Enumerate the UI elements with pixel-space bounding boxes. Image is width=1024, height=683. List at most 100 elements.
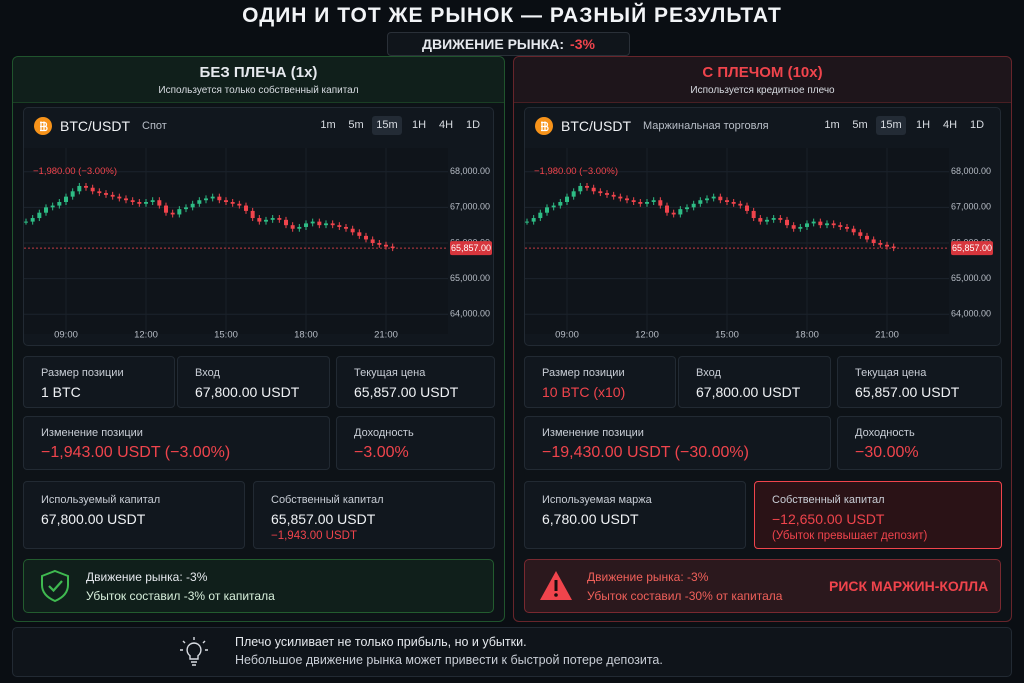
candle-body: [84, 185, 88, 188]
coin-glyph: [541, 121, 549, 132]
last-price-label: 65,857.00: [952, 243, 992, 253]
status-line: Движение рынка: -3%: [587, 570, 709, 584]
market-move-value: -3%: [570, 36, 595, 52]
panel: БЕЗ ПЛЕЧА (1x) Используется только собств…: [12, 56, 505, 622]
candle-body: [164, 205, 168, 213]
candle-body: [765, 219, 769, 222]
candle-body: [157, 200, 162, 206]
info-card: Собственный капитал −12,650.00 USDT (Убыто…: [754, 481, 1002, 549]
candle-body: [678, 209, 683, 215]
timeframe-button[interactable]: 5m: [348, 119, 364, 131]
info-label: Используемая маржа: [542, 494, 652, 506]
shield-check: [48, 580, 63, 593]
candle-body: [665, 205, 669, 213]
candle-body: [551, 205, 556, 208]
candle-body: [871, 239, 876, 243]
candle-body: [718, 196, 723, 201]
candle-body: [565, 196, 569, 202]
candle-body: [685, 207, 689, 210]
info-value: −1,943.00 USDT (−3.00%): [41, 444, 231, 461]
coin-glyph: [40, 121, 48, 132]
timeframe-button[interactable]: 1m: [824, 119, 840, 131]
candle-body: [144, 202, 148, 204]
footer-line: Небольшое движение рынка может привести …: [235, 653, 663, 667]
candle-body: [97, 191, 102, 194]
x-tick-label: 09:00: [54, 330, 78, 341]
candle-body: [290, 225, 295, 229]
timeframe-button[interactable]: 1D: [465, 119, 481, 131]
timeframe-button[interactable]: 4H: [438, 119, 454, 131]
timeframe-button[interactable]: 5m: [852, 119, 868, 131]
plot-area: [525, 148, 949, 334]
info-card: Используемый капитал 67,800.00 USDT: [23, 481, 245, 549]
timeframe-button[interactable]: 1D: [969, 119, 985, 131]
candle-body: [725, 200, 729, 202]
info-value: 65,857.00 USDT: [354, 384, 459, 400]
coin-icon: [535, 117, 553, 135]
last-price-tag: [450, 241, 492, 256]
info-note: −1,943.00 USDT: [271, 530, 357, 542]
y-tick-label: 64,000.00: [450, 309, 490, 319]
info-value: 10 BTC (x10): [542, 384, 626, 400]
timeframe-button[interactable]: 1H: [915, 119, 931, 131]
candle-body: [878, 243, 883, 245]
candle-body: [344, 226, 348, 229]
market-move-line: ДВИЖЕНИЕ РЫНКА: -3%: [388, 36, 629, 54]
info-label: Собственный капитал: [271, 494, 384, 506]
info-value: 67,800.00 USDT: [195, 384, 300, 400]
plot-area: [24, 148, 448, 334]
info-card: Изменение позиции −1,943.00 USDT (−3.00%): [23, 416, 330, 470]
info-card: Размер позиции 10 BTC (x10): [524, 356, 676, 408]
candle-body: [237, 203, 242, 206]
candle-body: [210, 196, 215, 199]
timeframe-button[interactable]: 1m: [320, 119, 336, 131]
candle-body: [137, 202, 142, 204]
panel-header: [514, 57, 1011, 103]
info-value: 6,780.00 USDT: [542, 511, 639, 527]
timeframe-button[interactable]: 4H: [942, 119, 958, 131]
x-tick-label: 21:00: [374, 330, 398, 341]
candle-body: [350, 228, 355, 233]
candle-body: [805, 223, 809, 227]
panel: С ПЛЕЧОМ (10x) Используется кредитное пле…: [513, 56, 1012, 622]
candle-body: [117, 196, 122, 199]
bulb-icon: [180, 637, 208, 666]
y-tick-label: 68,000.00: [450, 166, 490, 176]
page-title: ОДИН И ТОТ ЖЕ РЫНОК — РАЗНЫЙ РЕЗУЛЬТАТ: [242, 4, 782, 27]
panel-subtitle: Используется только собственный капитал: [158, 85, 359, 96]
candle-body: [531, 218, 536, 222]
candle-body: [638, 202, 643, 204]
candle-body: [785, 219, 789, 226]
info-label: Изменение позиции: [41, 427, 143, 439]
timeframe-button[interactable]: 15m: [876, 116, 906, 135]
timeframe-button[interactable]: 1H: [411, 119, 427, 131]
market-move-label: ДВИЖЕНИЕ РЫНКА:: [422, 36, 565, 52]
candle-body: [851, 228, 856, 233]
warning-dot: [554, 593, 558, 597]
candle-body: [605, 193, 609, 195]
candle-body: [324, 223, 328, 226]
x-tick-label: 12:00: [635, 330, 659, 341]
price-chart: 64,000.0065,000.0066,000.0067,000.0068,0…: [525, 148, 993, 341]
candle-body: [838, 225, 843, 227]
candle-body: [50, 205, 55, 208]
x-tick-label: 12:00: [134, 330, 158, 341]
candle-body: [224, 200, 228, 202]
info-note: (Убыток превышает депозит): [772, 530, 928, 542]
candle-body: [190, 203, 195, 208]
candle-body: [217, 196, 222, 201]
candle-body: [170, 212, 175, 215]
candle-body: [711, 196, 716, 199]
timeframe-button[interactable]: 15m: [372, 116, 402, 135]
y-tick-label: 68,000.00: [951, 166, 991, 176]
warning-bar: [554, 580, 558, 591]
info-value: −30.00%: [855, 444, 919, 461]
candle-body: [257, 218, 262, 222]
candle-body: [591, 187, 596, 192]
info-label: Размер позиции: [542, 367, 625, 379]
margin-call-warning: РИСК МАРЖИН-КОЛЛА: [829, 578, 989, 594]
candle-body: [150, 200, 155, 202]
candle-body: [70, 191, 75, 197]
chart-card: BTC/USDTСпот1m5m15m1H4H1DОТКР66,050.00МА…: [23, 107, 494, 346]
